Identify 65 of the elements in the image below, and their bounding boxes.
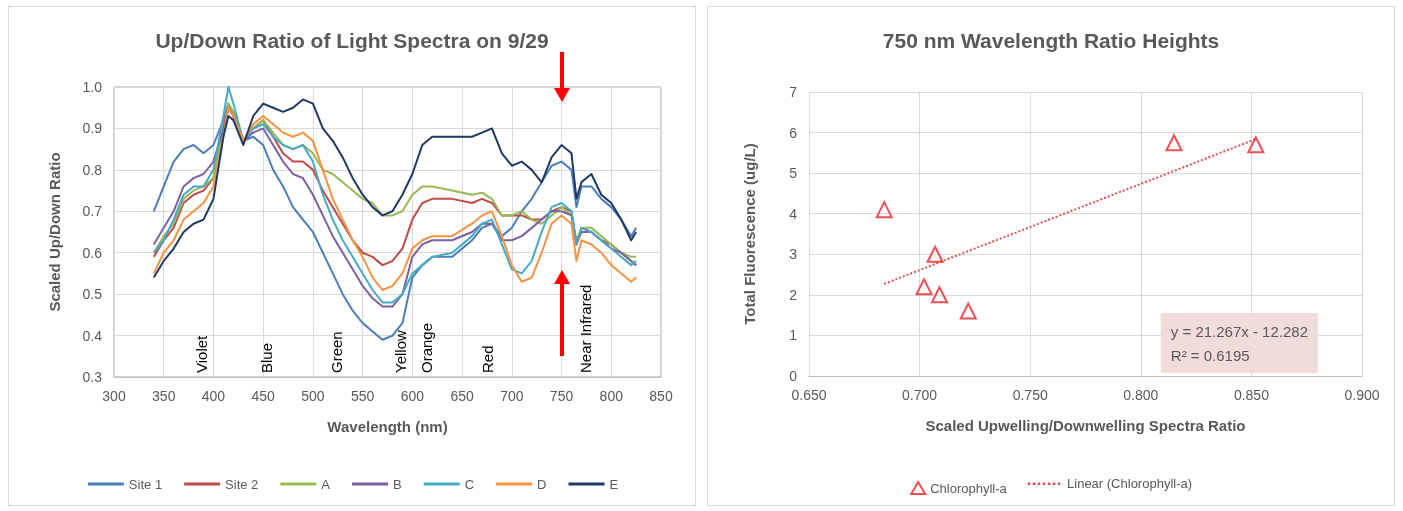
legend-label: E	[609, 476, 619, 492]
x-axis-title: Wavelength (nm)	[327, 418, 448, 435]
y-axis-title: Scaled Up/Down Ratio	[46, 152, 63, 312]
y-tick-label: 0.6	[82, 244, 103, 261]
x-tick-label: 850	[649, 388, 673, 404]
point	[1247, 136, 1265, 154]
x-tick-label: 750	[549, 388, 574, 404]
x-tick-label: 0.850	[1233, 387, 1270, 403]
x-tick-label: 550	[350, 388, 375, 404]
annotation: Yellow	[392, 330, 410, 373]
annotation: Near Infrared	[576, 284, 594, 373]
x-tick-label: 600	[400, 388, 425, 404]
y-tick-label: 0	[789, 368, 798, 384]
annotation: Violet	[193, 334, 211, 373]
x-tick-label: 400	[201, 388, 226, 404]
y-tick-label: 0.5	[82, 286, 103, 303]
y-tick-label: 1.0	[82, 79, 103, 95]
x-tick-label: 0.900	[1344, 387, 1380, 403]
legend-label: D	[537, 476, 547, 492]
y-tick-label: 0.3	[82, 369, 103, 385]
annotation: R² = 0.6195	[1170, 346, 1250, 364]
x-tick-label: 450	[251, 388, 276, 404]
legend-label: Site 2	[225, 476, 259, 492]
point	[931, 286, 949, 304]
y-tick-label: 4	[789, 205, 798, 222]
legend-label: Linear (Chlorophyll-a)	[1067, 476, 1193, 492]
y-tick-label: 1	[789, 327, 798, 344]
y-tick-label: 0.9	[82, 120, 103, 137]
x-tick-label: 0.750	[1012, 387, 1048, 403]
y-tick-label: 0.4	[82, 327, 103, 344]
chart-title: 750 nm Wavelength Ratio Heights	[882, 29, 1220, 52]
x-tick-label: 350	[152, 388, 176, 404]
x-axis-title: Scaled Upwelling/Downwelling Spectra Ratio	[925, 417, 1246, 434]
annotation: y = 21.267x - 12.282	[1170, 322, 1308, 340]
y-tick-label: 5	[789, 165, 798, 182]
legend-label: Site 1	[128, 476, 163, 492]
legend-label: Chlorophyll-a	[930, 480, 1008, 496]
x-tick-label: 700	[500, 388, 524, 404]
x-tick-label: 800	[599, 388, 624, 404]
point	[959, 302, 977, 320]
annotation: Orange	[417, 322, 435, 373]
x-tick-label: 300	[102, 388, 126, 404]
x-tick-label: 500	[301, 388, 325, 404]
y-tick-label: 0.7	[82, 203, 103, 220]
legend-label: A	[321, 476, 331, 492]
legend-label: B	[393, 476, 402, 492]
legend-label: C	[464, 476, 475, 492]
point	[875, 201, 893, 219]
point	[915, 278, 933, 296]
y-axis-title: Total Fluorescence (ug/L)	[741, 143, 758, 325]
annotation: Red	[478, 345, 496, 373]
x-tick-label: 650	[450, 388, 474, 404]
x-tick-label: 0.700	[902, 387, 938, 403]
chart-title: Up/Down Ratio of Light Spectra on 9/29	[155, 29, 549, 52]
y-tick-label: 6	[789, 124, 798, 141]
y-tick-label: 3	[789, 246, 798, 263]
y-tick-label: 2	[789, 286, 798, 303]
point	[1165, 134, 1183, 152]
y-tick-label: 0.8	[82, 161, 103, 178]
y-tick-label: 7	[789, 84, 798, 100]
x-tick-label: 0.650	[791, 387, 827, 403]
x-tick-label: 0.800	[1123, 387, 1159, 403]
point	[926, 245, 944, 263]
annotation: Blue	[258, 342, 276, 373]
annotation: Green	[327, 331, 345, 373]
